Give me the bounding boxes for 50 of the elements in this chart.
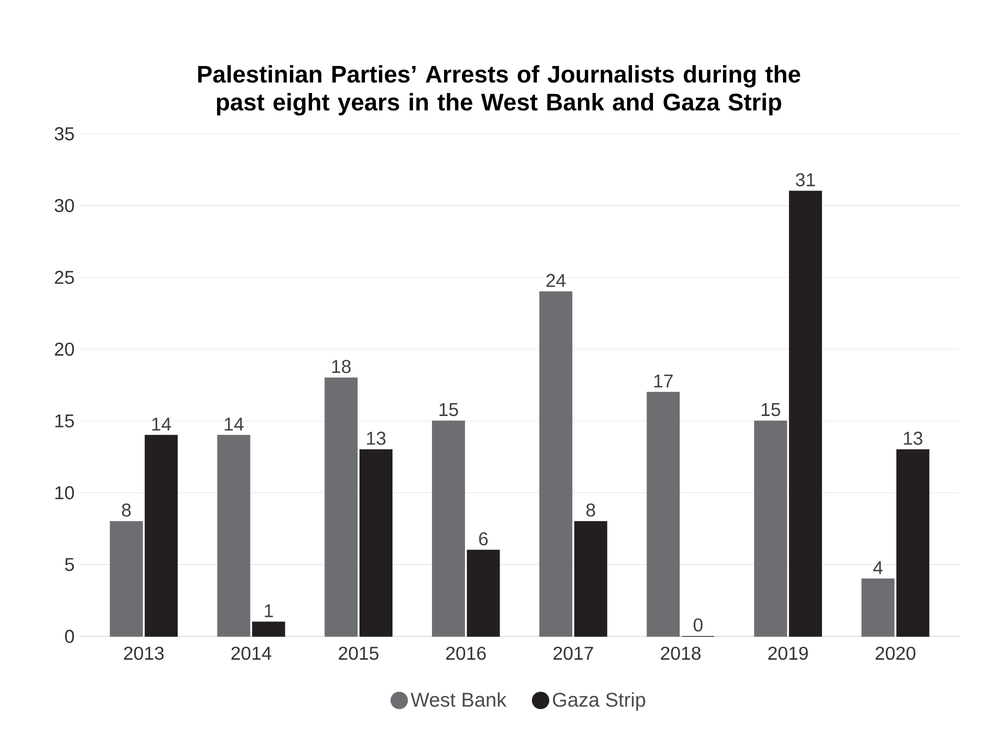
bar: [110, 521, 143, 637]
data-label: 14: [224, 418, 244, 431]
bar: [788, 190, 822, 637]
data-label: 15: [762, 403, 780, 416]
data-label: 18: [332, 360, 351, 374]
bar: [432, 420, 465, 637]
data-label: 6: [479, 532, 488, 546]
data-label: 0: [694, 618, 703, 632]
bar: [539, 291, 572, 637]
x-tick-label: 2016: [446, 646, 486, 660]
y-tick-label: 10: [55, 486, 74, 500]
bar: [466, 550, 500, 637]
bar: [646, 392, 680, 637]
data-label: 8: [586, 504, 596, 517]
x-tick-label: 2017: [554, 646, 594, 660]
bar: [861, 578, 894, 637]
bar: [324, 378, 358, 637]
bar: [359, 449, 392, 637]
bar: [144, 435, 178, 637]
data-label: 24: [546, 274, 566, 288]
data-label: 1: [264, 604, 273, 618]
data-label: 13: [904, 432, 922, 446]
data-label: 14: [152, 418, 172, 431]
y-tick-label: 35: [54, 127, 74, 140]
bar: [754, 420, 788, 637]
x-tick-label: 2014: [231, 646, 272, 660]
bar: [574, 521, 608, 637]
data-label: 4: [873, 561, 883, 574]
data-label: 17: [654, 374, 673, 388]
data-label: 31: [796, 173, 815, 187]
y-tick-label: 20: [54, 342, 74, 356]
data-label: 15: [440, 403, 458, 416]
y-tick-label: 25: [54, 270, 74, 284]
legend-label: Gaza Strip: [552, 692, 646, 711]
x-tick-label: 2019: [768, 646, 808, 660]
x-tick-label: 2020: [876, 646, 916, 660]
chart-title: Palestinian Parties’ Arrests of Journalists during the past eight years in the West Bank and Gaza Strip: [198, 65, 800, 116]
x-tick-label: 2013: [124, 646, 164, 660]
bar: [217, 435, 250, 637]
x-tick-label: 2018: [660, 646, 701, 660]
y-tick-label: 0: [65, 630, 74, 644]
bar: [252, 622, 286, 637]
data-label: 8: [122, 504, 131, 517]
y-tick-label: 5: [65, 558, 74, 572]
data-label: 13: [367, 432, 386, 446]
y-tick-label: 15: [55, 414, 74, 428]
y-tick-label: 30: [54, 199, 74, 212]
bar: [896, 449, 930, 637]
legend-label: West Bank: [410, 692, 507, 707]
x-tick-label: 2015: [338, 646, 378, 660]
